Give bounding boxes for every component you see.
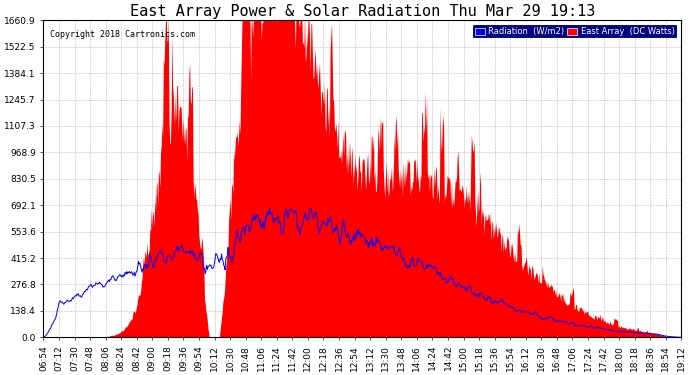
Legend: Radiation  (W/m2), East Array  (DC Watts): Radiation (W/m2), East Array (DC Watts) [472,24,677,39]
Text: Copyright 2018 Cartronics.com: Copyright 2018 Cartronics.com [50,30,195,39]
Title: East Array Power & Solar Radiation Thu Mar 29 19:13: East Array Power & Solar Radiation Thu M… [130,4,595,19]
